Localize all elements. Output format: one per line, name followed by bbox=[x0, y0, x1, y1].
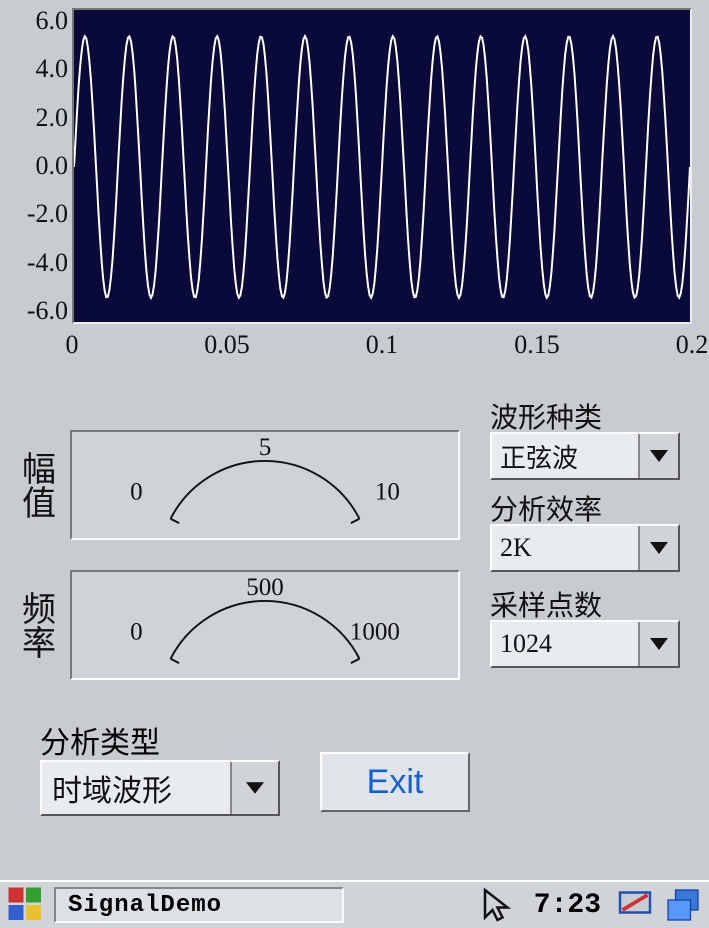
amplitude-gauge[interactable]: 0 5 10 bbox=[70, 430, 460, 540]
analysis-type-value: 时域波形 bbox=[42, 766, 230, 810]
chart-y-tick: 6.0 bbox=[10, 6, 68, 36]
chart-y-tick: -2.0 bbox=[10, 199, 68, 229]
chart-plot-area bbox=[72, 8, 692, 324]
chart-x-tick: 0.1 bbox=[366, 330, 399, 360]
taskbar: SignalDemo 7:23 bbox=[0, 880, 709, 928]
frequency-label: 频率 bbox=[10, 570, 60, 680]
chevron-down-icon[interactable] bbox=[638, 526, 678, 570]
windows-icon[interactable] bbox=[663, 887, 703, 923]
svg-text:1000: 1000 bbox=[350, 618, 400, 645]
chevron-down-icon[interactable] bbox=[638, 434, 678, 478]
chart-x-tick: 0.2 bbox=[676, 330, 709, 360]
chart-x-tick: 0 bbox=[66, 330, 79, 360]
chevron-down-icon[interactable] bbox=[230, 762, 278, 814]
waveform-type-dropdown[interactable]: 正弦波 bbox=[490, 432, 680, 480]
signal-chart: 6.04.02.00.0-2.0-4.0-6.0 00.050.10.150.2 bbox=[10, 6, 699, 376]
chart-y-tick: -6.0 bbox=[10, 296, 68, 326]
sample-count-value: 1024 bbox=[492, 629, 638, 659]
taskbar-app-button[interactable]: SignalDemo bbox=[54, 887, 344, 923]
analysis-rate-value: 2K bbox=[492, 533, 638, 563]
taskbar-app-title: SignalDemo bbox=[68, 892, 222, 919]
taskbar-clock: 7:23 bbox=[528, 890, 607, 921]
monitor-icon[interactable] bbox=[615, 887, 655, 923]
chart-x-tick: 0.05 bbox=[204, 330, 250, 360]
svg-text:10: 10 bbox=[375, 478, 400, 505]
chart-y-axis: 6.0 4.0 2.0 0.0 -2.0 -4.0 -6.0 bbox=[10, 6, 72, 326]
analysis-rate-label: 分析效率 bbox=[490, 488, 602, 528]
chart-y-tick: 2.0 bbox=[10, 103, 68, 133]
chevron-down-icon[interactable] bbox=[638, 622, 678, 666]
chart-x-axis: 00.050.10.150.2 bbox=[72, 330, 692, 370]
analysis-rate-dropdown[interactable]: 2K bbox=[490, 524, 680, 572]
waveform-type-value: 正弦波 bbox=[492, 438, 638, 475]
svg-text:5: 5 bbox=[259, 434, 272, 461]
chart-y-tick: 0.0 bbox=[10, 151, 68, 181]
frequency-gauge[interactable]: 0 500 1000 bbox=[70, 570, 460, 680]
chart-y-tick: -4.0 bbox=[10, 248, 68, 278]
svg-text:0: 0 bbox=[130, 618, 143, 645]
sample-count-dropdown[interactable]: 1024 bbox=[490, 620, 680, 668]
svg-text:0: 0 bbox=[130, 478, 143, 505]
chart-x-tick: 0.15 bbox=[514, 330, 560, 360]
analysis-type-label: 分析类型 bbox=[40, 718, 160, 762]
cursor-icon[interactable] bbox=[480, 887, 520, 923]
exit-button[interactable]: Exit bbox=[320, 752, 470, 812]
svg-text:500: 500 bbox=[246, 574, 284, 601]
chart-y-tick: 4.0 bbox=[10, 54, 68, 84]
waveform-type-label: 波形种类 bbox=[490, 396, 602, 436]
amplitude-label: 幅值 bbox=[10, 430, 60, 540]
sample-count-label: 采样点数 bbox=[490, 584, 602, 624]
start-icon[interactable] bbox=[6, 887, 46, 923]
analysis-type-dropdown[interactable]: 时域波形 bbox=[40, 760, 280, 816]
